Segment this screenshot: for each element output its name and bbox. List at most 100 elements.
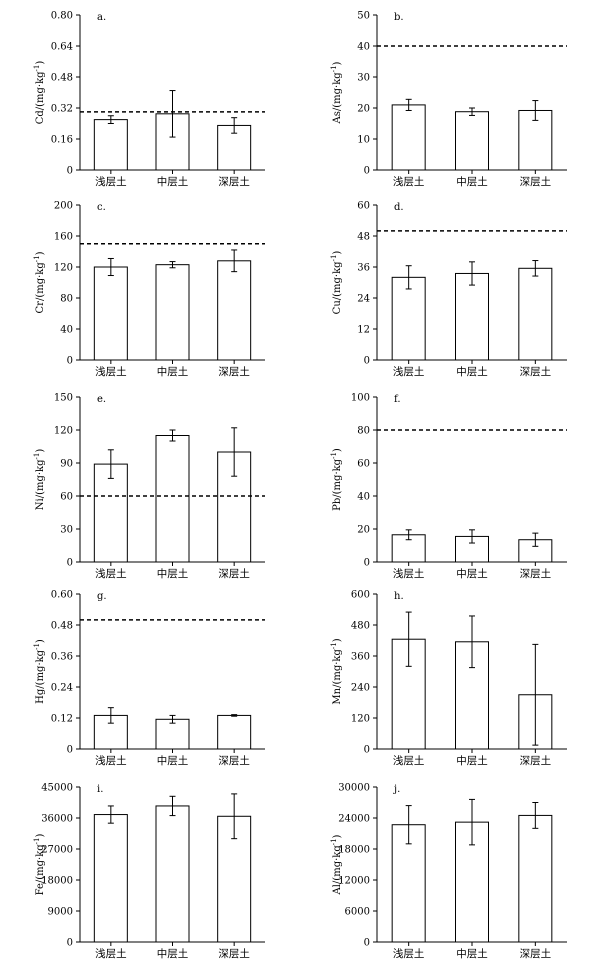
y-axis-title: Hg/(mg·kg-1)	[33, 639, 46, 704]
x-tick-label: 中层土	[456, 754, 488, 767]
y-axis-title: As/(mg·kg-1)	[330, 61, 343, 124]
x-tick-label: 浅层土	[95, 175, 127, 188]
x-tick-label: 中层土	[157, 754, 189, 767]
y-tick-label: 24	[357, 294, 370, 305]
x-tick-label: 深层土	[218, 754, 250, 767]
y-tick-label: 120	[54, 263, 73, 274]
y-axis-title: Ni/(mg·kg-1)	[33, 449, 46, 511]
y-tick-label: 50	[357, 11, 370, 22]
chart-panel-j: 0 6000 12000 18000 24000 30000 j. Al/(mg·kg-1) 浅…	[330, 783, 567, 960]
bar	[93, 119, 128, 171]
y-tick-label: 0.12	[51, 714, 73, 725]
y-axis-title: Cr/(mg·kg-1)	[33, 251, 46, 313]
chart-panel-h: 0 120 240 360 480 600 h. Mn/(mg·kg-1) 浅层土 中层土 深层土	[330, 590, 567, 767]
y-tick-label: 0	[67, 938, 73, 949]
bar	[155, 718, 190, 750]
x-tick-label: 浅层土	[95, 567, 127, 580]
x-tick-label: 中层土	[157, 567, 189, 580]
chart-panel-f: 0 20 40 60 80 100 f. Pb/(mg·kg-1) 浅层土 中层土 深层土	[330, 393, 567, 580]
y-axis-title: Al/(mg·kg-1)	[330, 834, 343, 895]
y-tick-label: 12	[357, 325, 370, 336]
y-tick-label: 30	[357, 73, 370, 84]
x-tick-label: 浅层土	[95, 365, 127, 378]
y-tick-label: 0.80	[51, 11, 73, 22]
x-tick-label: 浅层土	[393, 567, 425, 580]
chart-panel-i: 0 9000 18000 27000 36000 45000 i. Fe/(mg·kg-1) 浅…	[33, 783, 265, 960]
y-tick-label: 0.36	[51, 652, 73, 663]
panel-label: f.	[394, 394, 401, 405]
y-tick-label: 600	[351, 590, 370, 601]
x-tick-label: 深层土	[218, 175, 250, 188]
x-tick-label: 深层土	[520, 947, 552, 960]
y-tick-label: 40	[357, 42, 370, 53]
x-tick-label: 中层土	[157, 947, 189, 960]
panel-label: b.	[394, 12, 404, 23]
y-tick-label: 0	[67, 356, 73, 367]
x-tick-label: 深层土	[218, 947, 250, 960]
y-tick-label: 0	[67, 558, 73, 569]
y-tick-label: 120	[351, 714, 370, 725]
x-tick-label: 深层土	[520, 365, 552, 378]
y-tick-label: 120	[54, 426, 73, 437]
x-tick-label: 中层土	[456, 365, 488, 378]
y-tick-label: 40	[357, 492, 370, 503]
x-tick-label: 中层土	[157, 175, 189, 188]
chart-panel-e: 0 30 60 90 120 150 e. Ni/(mg·kg-1) 浅层土 中层土 深层土	[33, 393, 265, 580]
chart-panel-g: 0 0.12 0.24 0.36 0.48 0.60 g. Hg/(mg·kg-1) 浅层土 中层…	[33, 590, 265, 767]
y-tick-label: 36	[357, 263, 370, 274]
y-tick-label: 0	[364, 938, 370, 949]
y-tick-label: 80	[60, 294, 73, 305]
y-tick-label: 0	[364, 356, 370, 367]
y-tick-label: 60	[357, 459, 370, 470]
y-tick-label: 40	[60, 325, 73, 336]
chart-panel-b: 0 10 20 30 40 50 b. As/(mg·kg-1) 浅层土 中层土 深层土	[330, 11, 567, 188]
x-tick-label: 中层土	[456, 175, 488, 188]
bar	[93, 266, 128, 361]
x-tick-label: 深层土	[218, 365, 250, 378]
panel-label: e.	[97, 394, 106, 405]
y-tick-label: 12000	[338, 876, 370, 887]
panel-label: c.	[97, 202, 106, 213]
x-tick-label: 中层土	[157, 365, 189, 378]
panel-label: h.	[394, 591, 404, 602]
y-tick-label: 9000	[48, 907, 73, 918]
y-tick-label: 20	[357, 525, 370, 536]
bar	[93, 814, 128, 943]
y-tick-label: 0	[364, 745, 370, 756]
y-tick-label: 0.60	[51, 590, 73, 601]
x-tick-label: 深层土	[520, 754, 552, 767]
y-tick-label: 0	[364, 166, 370, 177]
x-tick-label: 浅层土	[95, 947, 127, 960]
y-tick-label: 0	[364, 558, 370, 569]
x-tick-label: 深层土	[520, 567, 552, 580]
chart-panel-c: 0 40 80 120 160 200 c. Cr/(mg·kg-1) 浅层土 中层土 深层土	[33, 201, 265, 378]
bar	[391, 276, 426, 361]
y-tick-label: 0.24	[51, 683, 73, 694]
bar	[518, 267, 553, 361]
y-tick-label: 360	[351, 652, 370, 663]
bar	[155, 264, 190, 361]
y-tick-label: 0	[67, 745, 73, 756]
y-tick-label: 0.32	[51, 104, 73, 115]
y-tick-label: 18000	[41, 876, 73, 887]
y-tick-label: 0.48	[51, 73, 73, 84]
y-tick-label: 160	[54, 232, 73, 243]
panel-label: j.	[393, 784, 400, 795]
y-tick-label: 240	[351, 683, 370, 694]
y-tick-label: 0	[67, 166, 73, 177]
chart-panel-a: 0 0.16 0.32 0.48 0.64 0.80 a. Cd/(mg·kg-1) 浅层土 中层…	[33, 11, 265, 188]
y-tick-label: 480	[351, 621, 370, 632]
x-tick-label: 深层土	[218, 567, 250, 580]
x-tick-label: 浅层土	[393, 365, 425, 378]
y-tick-label: 60	[60, 492, 73, 503]
bar	[155, 805, 190, 943]
x-tick-label: 中层土	[456, 567, 488, 580]
bar	[518, 814, 553, 943]
x-tick-label: 浅层土	[95, 754, 127, 767]
y-tick-label: 18000	[338, 845, 370, 856]
y-tick-label: 0.64	[51, 42, 73, 53]
y-axis-title: Fe/(mg·kg-1)	[33, 833, 46, 895]
y-axis-title: Pb/(mg·kg-1)	[330, 448, 343, 511]
y-tick-label: 100	[351, 393, 370, 404]
panel-label: i.	[97, 784, 103, 795]
